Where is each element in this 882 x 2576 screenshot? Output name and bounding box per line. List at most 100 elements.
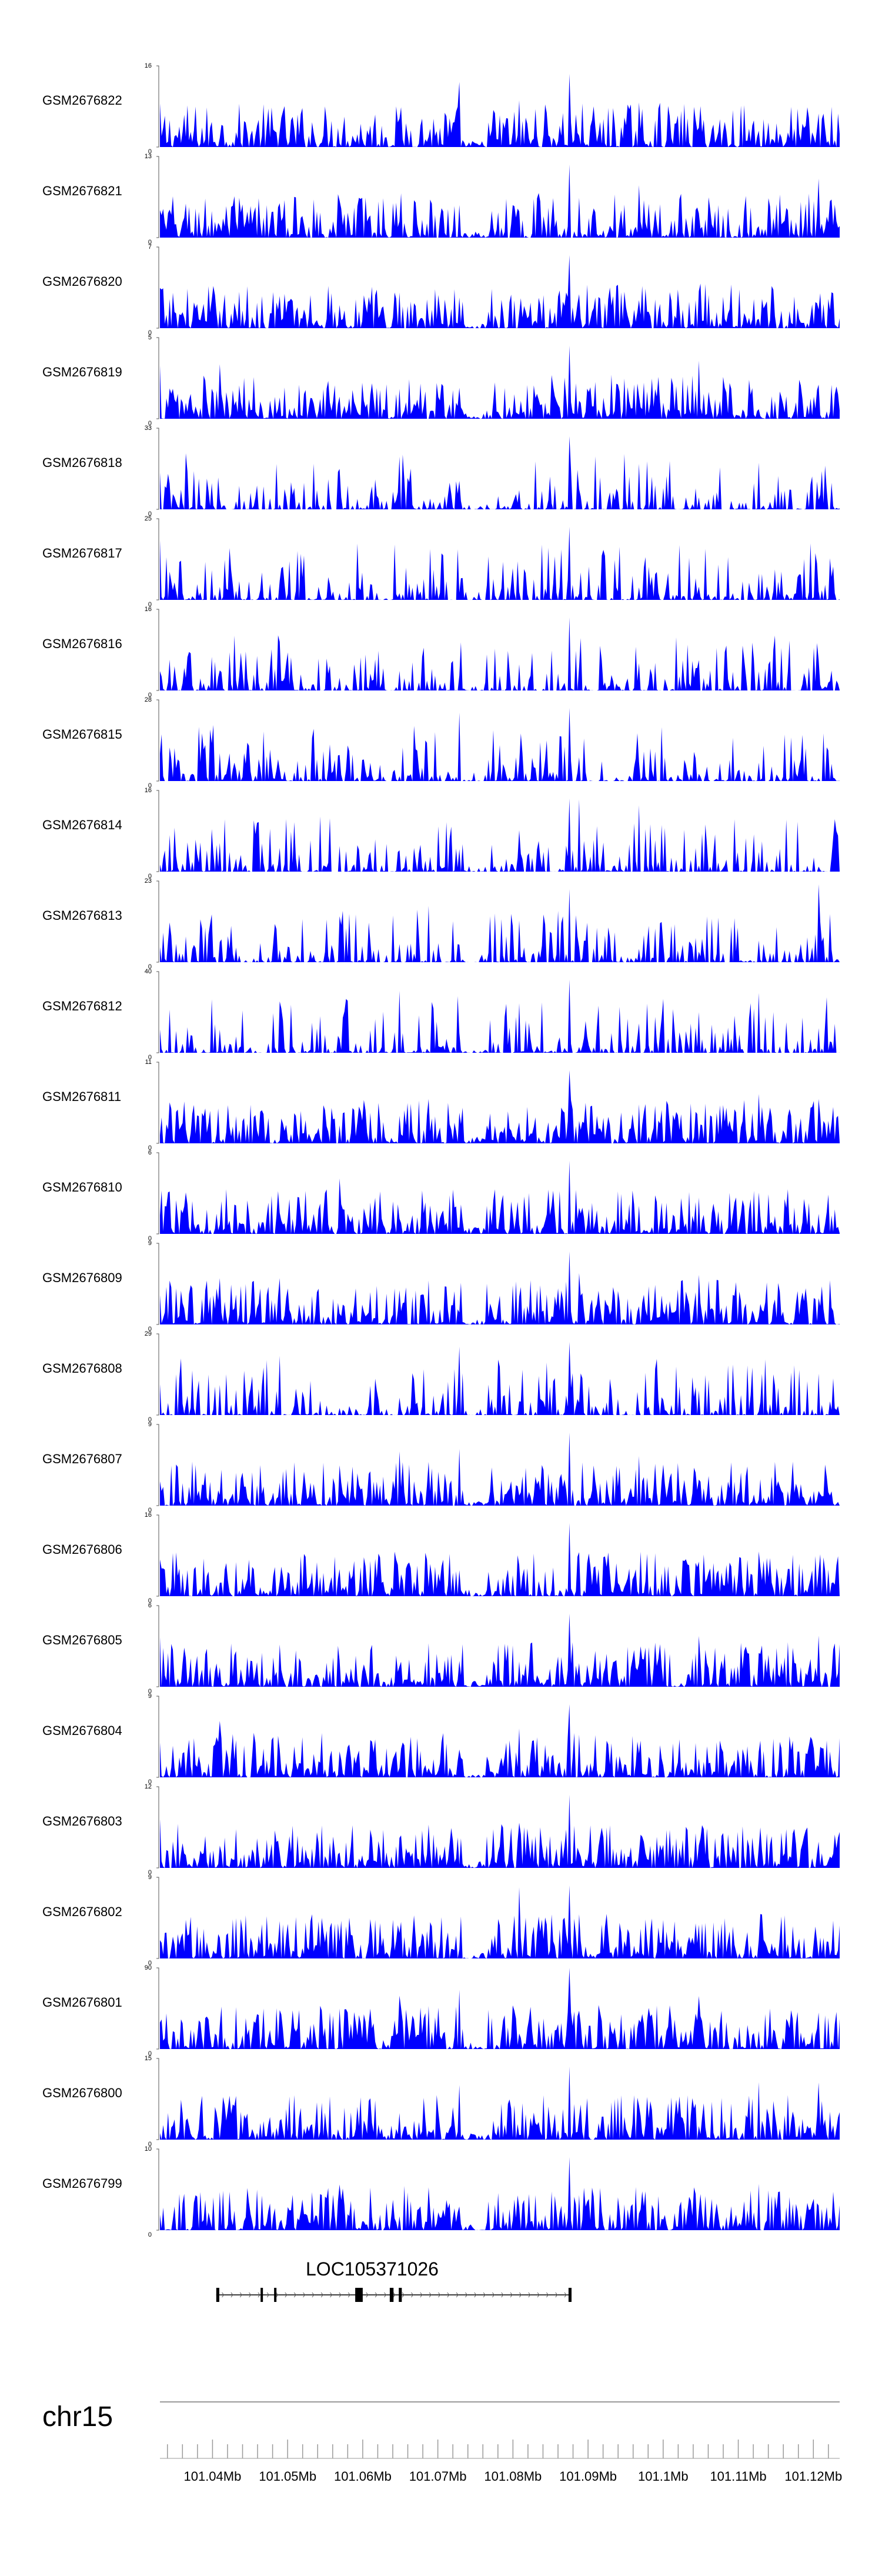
coverage-area (160, 1613, 840, 1687)
y-max-label: 40 (144, 968, 152, 975)
strand-chevron (330, 2292, 333, 2298)
exon (216, 2288, 219, 2302)
track-GSM2676800: GSM2676800 15 0 (0, 2055, 882, 2148)
x-axis: 101.04Mb 101.05Mb 101.06Mb 101.07Mb 101.08Mb… (160, 2401, 842, 2484)
y-min-label: 0 (148, 1869, 152, 1876)
strand-chevron (474, 2292, 477, 2298)
track-plot (156, 428, 840, 510)
strand-chevron (564, 2292, 567, 2298)
track-plot (156, 156, 840, 238)
y-max-label: 9 (148, 1240, 152, 1247)
y-max-label: 10 (144, 2145, 152, 2153)
coverage-area (160, 617, 840, 690)
track-label: GSM2676820 (42, 274, 122, 289)
exon (389, 2288, 394, 2302)
coverage-area (160, 1251, 840, 1324)
coverage-area (160, 979, 840, 1053)
y-min-label: 0 (148, 1960, 152, 1967)
track-plot (156, 337, 840, 419)
track-label: GSM2676821 (42, 183, 122, 198)
x-tick-label: 101.08Mb (484, 2469, 542, 2484)
track-GSM2676799: GSM2676799 10 0 (0, 2145, 882, 2238)
y-max-label: 6 (148, 1602, 152, 1609)
y-axis (156, 1605, 159, 1687)
track-label: GSM2676813 (42, 908, 122, 923)
track-label: GSM2676816 (42, 636, 122, 651)
track-label: GSM2676811 (42, 1089, 122, 1104)
track-label: GSM2676814 (42, 817, 122, 832)
y-max-label: 7 (148, 243, 152, 251)
y-max-label: 11 (145, 1059, 152, 1066)
track-plot (156, 1243, 840, 1325)
y-axis (156, 1062, 159, 1144)
track-plot (156, 971, 840, 1053)
track-GSM2676814: GSM2676814 16 0 (0, 787, 882, 880)
y-min-label: 0 (148, 782, 152, 789)
y-min-label: 0 (148, 873, 152, 880)
y-axis (156, 1424, 159, 1506)
strand-chevron (230, 2292, 233, 2298)
track-label: GSM2676812 (42, 999, 122, 1013)
coverage-area (160, 345, 840, 419)
track-plot (156, 2058, 840, 2140)
y-max-label: 13 (144, 153, 152, 160)
x-tick-label: 101.07Mb (409, 2469, 467, 2484)
strand-chevron (266, 2292, 269, 2298)
strand-chevron (501, 2292, 504, 2298)
coverage-area (160, 436, 840, 509)
y-min-label: 0 (148, 420, 152, 427)
y-min-label: 0 (148, 329, 152, 336)
track-plot (156, 880, 840, 963)
track-plot (156, 65, 840, 148)
strand-chevron (519, 2292, 522, 2298)
coverage-area (160, 1070, 840, 1143)
strand-chevron (366, 2292, 369, 2298)
track-label: GSM2676800 (42, 2086, 122, 2100)
y-max-label: 12 (144, 1783, 152, 1790)
track-label: GSM2676818 (42, 455, 122, 470)
y-max-label: 15 (144, 2055, 152, 2062)
track-GSM2676812: GSM2676812 40 0 (0, 968, 882, 1061)
strand-chevron (402, 2292, 405, 2298)
y-min-label: 0 (148, 1597, 152, 1604)
coverage-area (160, 798, 840, 872)
y-axis (156, 1514, 159, 1597)
coverage-area (160, 164, 840, 238)
y-axis (156, 2148, 159, 2231)
strand-chevron (528, 2292, 531, 2298)
coverage-area (160, 1342, 840, 1415)
track-GSM2676813: GSM2676813 23 0 (0, 877, 882, 970)
track-plot (156, 1424, 840, 1506)
track-GSM2676815: GSM2676815 28 0 (0, 696, 882, 789)
track-GSM2676803: GSM2676803 12 0 (0, 1783, 882, 1876)
coverage-tracks: GSM2676822 16 0 GSM2676821 13 0 GSM2676820 7 0 GS… (0, 62, 882, 2238)
y-min-label: 0 (148, 1507, 152, 1514)
strand-chevron (293, 2292, 296, 2298)
track-plot (156, 609, 840, 691)
y-min-label: 0 (148, 601, 152, 608)
track-GSM2676802: GSM2676802 9 0 (0, 1874, 882, 1967)
y-max-label: 28 (144, 696, 152, 703)
strand-chevron (312, 2292, 315, 2298)
y-min-label: 0 (148, 2050, 152, 2057)
y-axis (156, 428, 159, 510)
track-plot (156, 1333, 840, 1416)
track-plot (156, 1062, 840, 1144)
exon (355, 2288, 363, 2302)
strand-chevron (285, 2292, 288, 2298)
exon (274, 2288, 277, 2302)
y-axis (156, 2058, 159, 2140)
track-label: GSM2676803 (42, 1814, 122, 1828)
strand-chevron (384, 2292, 387, 2298)
y-min-label: 0 (148, 2231, 152, 2238)
y-max-label: 90 (144, 1964, 152, 1971)
track-plot (156, 1605, 840, 1687)
track-GSM2676801: GSM2676801 90 0 (0, 1964, 882, 2057)
track-plot (156, 1152, 840, 1234)
coverage-area (160, 1968, 840, 2049)
track-plot (156, 246, 840, 329)
y-min-label: 0 (148, 963, 152, 970)
track-plot (156, 518, 840, 600)
track-GSM2676808: GSM2676808 29 0 (0, 1330, 882, 1423)
strand-chevron (546, 2292, 549, 2298)
